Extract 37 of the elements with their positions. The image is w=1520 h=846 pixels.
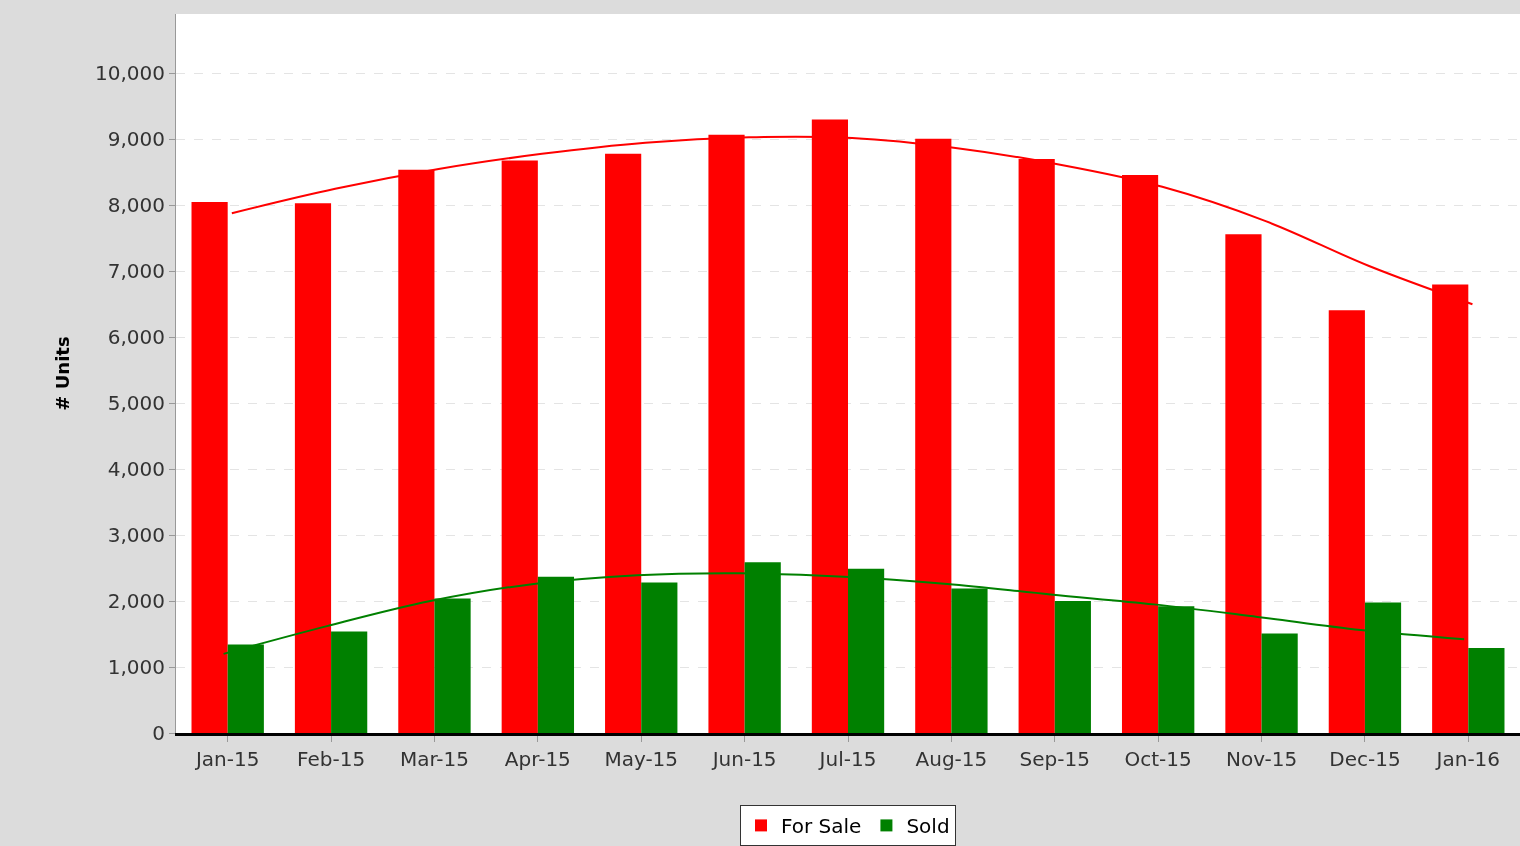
bar: [331, 631, 368, 733]
y-tick-label: 1,000: [107, 655, 165, 680]
bar: [191, 202, 228, 733]
y-tick-label: 0: [152, 721, 165, 745]
legend-label: For Sale: [781, 814, 862, 839]
y-tick-label: 9,000: [107, 127, 165, 152]
x-tick-label: Jun-15: [710, 747, 777, 771]
x-tick-label: Jan-15: [193, 747, 260, 771]
y-tick-label: 4,000: [107, 457, 165, 482]
y-tick-label: 3,000: [107, 523, 165, 548]
y-tick-label: 6,000: [107, 325, 165, 350]
y-tick-label: 7,000: [107, 259, 165, 284]
x-tick-label: Mar-15: [399, 747, 470, 771]
x-tick-label: Sep-15: [1019, 747, 1090, 771]
bar: [641, 582, 678, 733]
x-tick-label: Aug-15: [915, 747, 988, 771]
y-tick-label: 8,000: [107, 193, 165, 218]
bar: [1468, 647, 1505, 733]
bar: [1054, 601, 1091, 733]
y-axis-title: # Units: [52, 336, 74, 411]
bar: [605, 153, 642, 733]
x-tick-label: Nov-15: [1225, 747, 1298, 771]
y-tick-label: 10,000: [95, 61, 165, 86]
bar: [1225, 234, 1262, 733]
bar: [294, 203, 332, 733]
y-tick-label: 5,000: [107, 391, 165, 416]
x-tick-label: Jan-16: [1434, 747, 1501, 771]
bar: [1328, 310, 1365, 733]
x-tick-label: Oct-15: [1124, 747, 1192, 771]
x-tick-label: Dec-15: [1329, 747, 1401, 771]
x-tick-label: Feb-15: [297, 747, 366, 771]
x-tick-label: May-15: [604, 747, 679, 771]
x-tick-label: Jul-15: [817, 747, 877, 771]
y-tick-label: 2,000: [107, 589, 165, 614]
legend-label: Sold: [906, 814, 950, 839]
bar: [1261, 633, 1298, 733]
x-tick-label: Apr-15: [504, 747, 571, 771]
